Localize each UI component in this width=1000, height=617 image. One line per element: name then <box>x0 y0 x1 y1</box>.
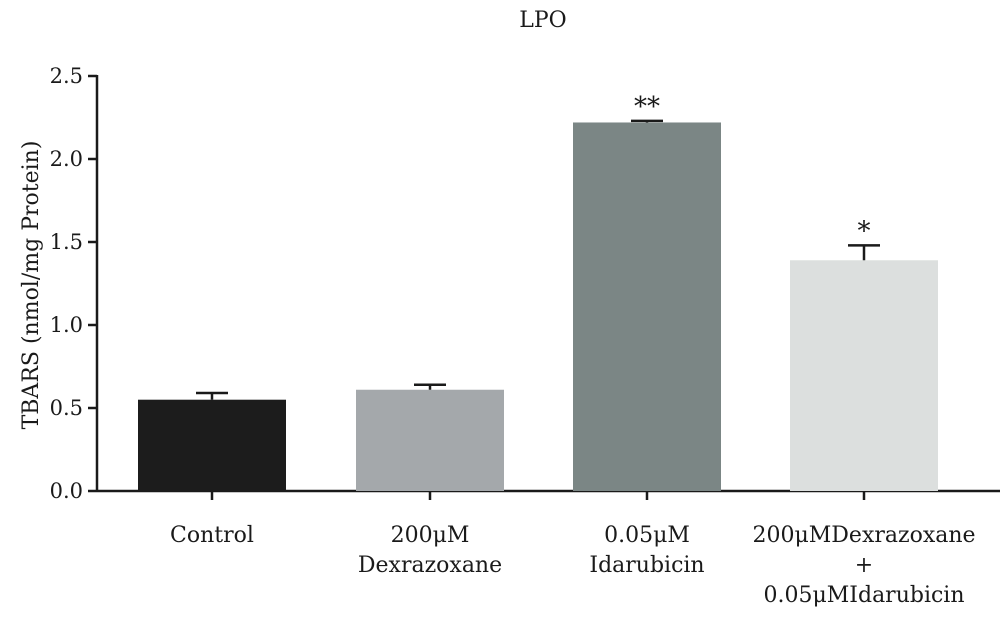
x-tick-label: 200μMDexrazoxane <box>752 523 975 548</box>
bar <box>790 260 938 491</box>
bar <box>573 122 721 491</box>
chart-title: LPO <box>519 8 566 33</box>
y-tick-label: 2.0 <box>50 147 83 171</box>
y-tick-label: 1.0 <box>50 313 83 337</box>
x-tick-label: 200μM <box>391 523 470 548</box>
x-tick-label: Dexrazoxane <box>358 553 502 578</box>
y-tick-label: 0.5 <box>50 396 83 420</box>
significance-label: * <box>858 216 871 246</box>
significance-label: ** <box>634 92 660 122</box>
y-tick-label: 0.0 <box>50 479 83 503</box>
x-tick-label: 0.05μMIdarubicin <box>763 583 964 608</box>
bar <box>356 389 504 491</box>
x-tick-label: Idarubicin <box>589 553 704 578</box>
bar <box>138 399 286 491</box>
y-tick-label: 2.5 <box>50 64 83 88</box>
y-tick-label: 1.5 <box>50 230 83 254</box>
x-tick-label: 0.05μM <box>604 523 690 548</box>
x-tick-label: Control <box>170 523 254 548</box>
x-tick-label: + <box>855 553 873 578</box>
y-axis-label: TBARS (nmol/mg Protein) <box>19 141 44 430</box>
